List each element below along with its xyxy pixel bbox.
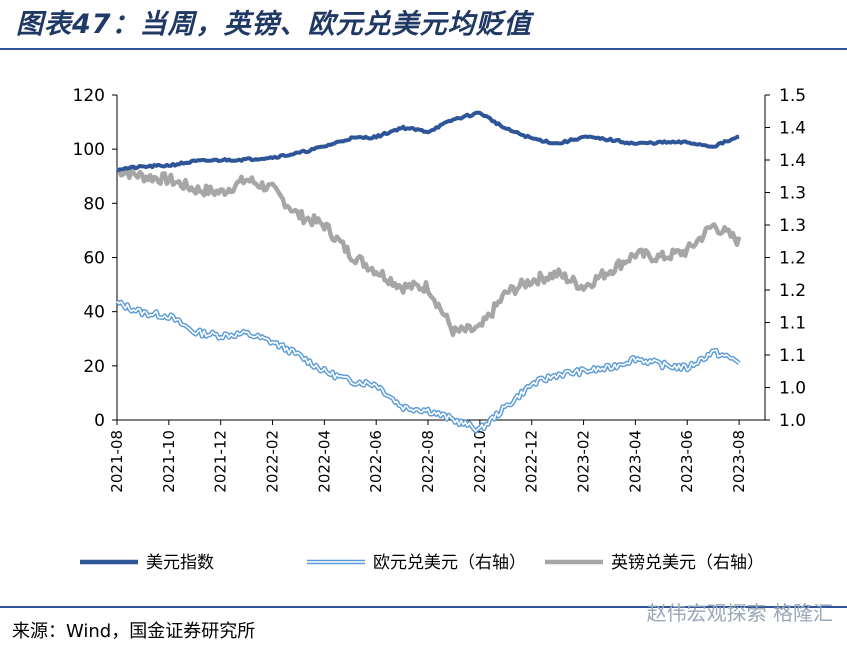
x-tick-label: 2023-08 [730,430,748,493]
x-tick-label: 2023-04 [626,430,644,493]
legend-usd-index: 美元指数 [80,553,214,573]
y-left-tick-label: 0 [94,411,105,431]
legend-label: 欧元兑美元（右轴） [373,553,526,573]
y-left-tick-label: 100 [73,140,105,160]
y-right-tick-label: 1.3 [779,216,806,236]
x-tick-label: 2023-06 [678,430,696,493]
y-left-tick-label: 120 [73,86,105,106]
chart-legend: 美元指数 欧元兑美元（右轴） 英镑兑美元（右轴） [80,553,764,573]
bottom-rule [0,606,847,608]
x-tick-label: 2022-04 [315,430,333,493]
x-tick-label: 2021-08 [108,430,126,493]
x-tick-label: 2022-08 [419,430,437,493]
y-left-tick-label: 20 [83,357,105,377]
usd-index-line [116,110,740,173]
chart-axes: 0 20 40 60 80 100 120 1.0 1.0 1.1 1.1 1.2 1.2 1.3 1.3 1… [73,86,807,493]
watermark: 赵伟宏观探索 格隆汇 [646,601,833,625]
eur-usd-line-outer [115,299,741,434]
y-left-tick-label: 40 [83,303,105,323]
y-right-tick-label: 1.2 [779,249,806,269]
x-tick-label: 2021-12 [212,430,230,493]
legend-gbp-usd: 英镑兑美元（右轴） [545,553,764,573]
y-left-tick-label: 80 [83,194,105,214]
x-tick-label: 2021-10 [160,430,178,493]
chart-series [115,110,742,434]
y-right-tick-label: 1.0 [779,379,806,399]
y-left-tick-label: 60 [83,249,105,269]
top-rule [0,48,847,50]
y-right-tick-label: 1.3 [779,184,806,204]
eur-usd-line-inner [116,300,740,432]
y-right-tick-label: 1.1 [779,346,806,366]
y-right-tick-label: 1.5 [779,86,806,106]
y-right-tick-label: 1.1 [779,314,806,334]
x-tick-label: 2022-12 [523,430,541,493]
y-right-tick-label: 1.4 [779,151,806,171]
legend-eur-usd: 欧元兑美元（右轴） [307,553,526,573]
y-right-tick-label: 1.0 [779,411,806,431]
x-tick-label: 2022-02 [264,430,282,493]
source-note: 来源：Wind，国金证券研究所 [12,621,256,642]
x-tick-label: 2022-06 [367,430,385,493]
y-right-tick-label: 1.4 [779,119,806,139]
legend-label: 英镑兑美元（右轴） [611,553,764,573]
y-right-tick-label: 1.2 [779,281,806,301]
chart-area: 0 20 40 60 80 100 120 1.0 1.0 1.1 1.1 1.2 1.2 1.3 1.3 1… [73,86,807,573]
gbp-usd-line [116,166,742,338]
x-tick-label: 2023-02 [575,430,593,493]
chart-title: 图表47：当周，英镑、欧元兑美元均贬值 [16,9,532,40]
legend-label: 美元指数 [146,553,214,573]
x-tick-label: 2022-10 [471,430,489,493]
